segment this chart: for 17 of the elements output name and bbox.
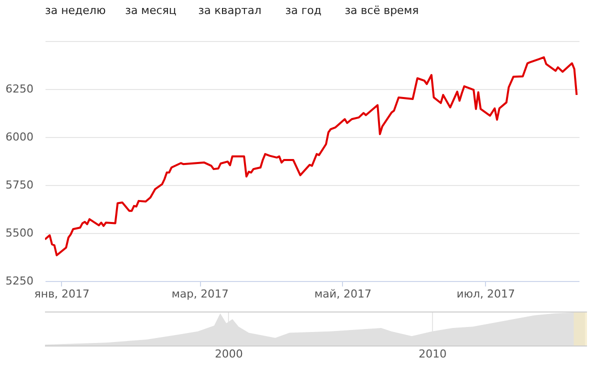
text: за неделю <box>45 4 106 17</box>
x-tick-label: 2010 <box>418 348 447 360</box>
y-tick-label: 5750 <box>6 178 34 192</box>
y-tick-label: 5250 <box>6 274 34 288</box>
text: за всё время <box>344 4 419 17</box>
y-tick-label: 5500 <box>6 226 34 240</box>
text: за год <box>285 4 322 17</box>
x-tick-label: янв, 2017 <box>34 288 90 300</box>
x-tick-label: 2000 <box>214 348 243 360</box>
x-tick-label: май, 2017 <box>314 288 372 300</box>
text: за месяц <box>125 4 176 17</box>
x-tick-label: июл, 2017 <box>456 288 516 300</box>
y-tick-label: 6000 <box>6 130 34 144</box>
line-series <box>45 56 578 256</box>
x-tick-label: мар, 2017 <box>172 288 229 300</box>
y-tick-label: 6250 <box>6 82 34 96</box>
text: за квартал <box>198 4 262 17</box>
